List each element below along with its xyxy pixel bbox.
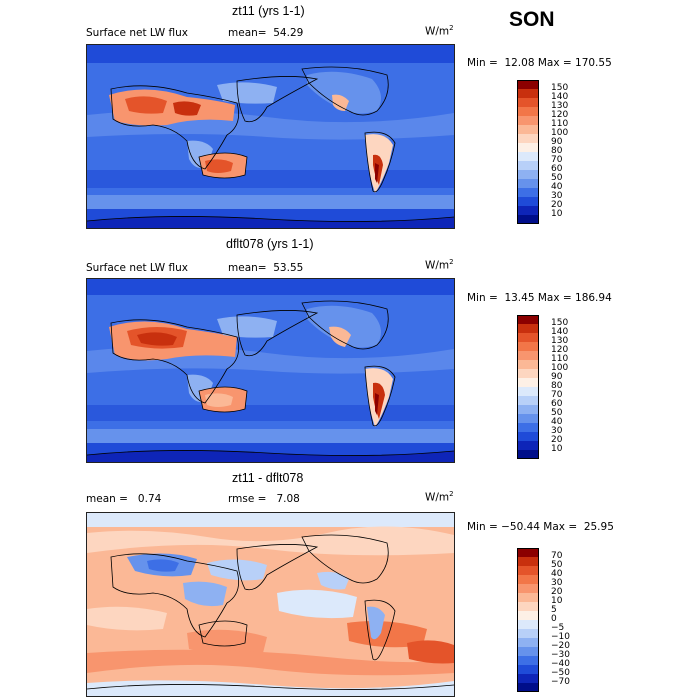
- colorbar-label: 80: [551, 381, 563, 391]
- colorbar-label: −50: [551, 668, 570, 678]
- panel-1-colorbar: 150 140 130 120 110 100 90 80 70 60 50 4…: [517, 80, 597, 224]
- colorbar-label: 100: [551, 128, 569, 138]
- colorbar-label: 60: [551, 399, 563, 409]
- colorbar-label: 50: [551, 408, 563, 418]
- colorbar-label: −70: [551, 677, 570, 687]
- panel-2-title: dflt078 (yrs 1-1): [226, 237, 314, 251]
- panel-2-variable-label: Surface net LW flux: [86, 262, 188, 274]
- colorbar-label: 30: [551, 191, 563, 201]
- colorbar-label: 30: [551, 426, 563, 436]
- colorbar-label: 110: [551, 354, 569, 364]
- colorbar-label: 70: [551, 390, 563, 400]
- colorbar-label: 50: [551, 173, 563, 183]
- panel-1-variable-label: Surface net LW flux: [86, 27, 188, 39]
- colorbar-label: −5: [551, 623, 565, 633]
- colorbar-label: 40: [551, 417, 563, 427]
- panel-3-map: [86, 512, 455, 697]
- colorbar-label: 100: [551, 363, 569, 373]
- colorbar-label: 0: [551, 614, 557, 624]
- colorbar-label: −40: [551, 659, 570, 669]
- colorbar-label: 60: [551, 164, 563, 174]
- panel-1-mean: mean= 54.29: [228, 27, 304, 39]
- colorbar-label: 10: [551, 209, 563, 219]
- panel-2-minmax: Min = 13.45 Max = 186.94: [467, 292, 612, 304]
- panel-1-map: [86, 44, 455, 229]
- panel-1-minmax: Min = 12.08 Max = 170.55: [467, 57, 612, 69]
- colorbar-label: 150: [551, 318, 569, 328]
- panel-2-units: W/m2: [425, 258, 454, 272]
- panel-3-units: W/m2: [425, 490, 454, 504]
- panel-3-rmse: rmse = 7.08: [228, 493, 300, 505]
- colorbar-label: 20: [551, 435, 563, 445]
- colorbar-label: 70: [551, 551, 563, 561]
- colorbar-label: 130: [551, 101, 569, 111]
- colorbar-label: 40: [551, 182, 563, 192]
- panel-3-colorbar: 70 50 40 30 20 10 5 0 −5 −10 −20 −30 −40…: [517, 548, 597, 692]
- colorbar-label: 30: [551, 578, 563, 588]
- season-label: SON: [509, 8, 555, 31]
- colorbar-label: 80: [551, 146, 563, 156]
- colorbar-label: −20: [551, 641, 570, 651]
- colorbar-label: 20: [551, 587, 563, 597]
- panel-3-minmax: Min = −50.44 Max = 25.95: [467, 521, 614, 533]
- colorbar-label: 70: [551, 155, 563, 165]
- colorbar-label: 110: [551, 119, 569, 129]
- panel-1-units: W/m2: [425, 24, 454, 38]
- panel-2-mean: mean= 53.55: [228, 262, 304, 274]
- colorbar-label: −30: [551, 650, 570, 660]
- colorbar-label: 10: [551, 444, 563, 454]
- panel-3-mean: mean = 0.74: [86, 493, 162, 505]
- colorbar-label: 140: [551, 92, 569, 102]
- panel-2-map: [86, 278, 455, 463]
- colorbar-label: 150: [551, 83, 569, 93]
- colorbar-label: 20: [551, 200, 563, 210]
- colorbar-label: 40: [551, 569, 563, 579]
- panel-1-title: zt11 (yrs 1-1): [232, 4, 305, 18]
- colorbar-label: 120: [551, 110, 569, 120]
- colorbar-label: 90: [551, 372, 563, 382]
- colorbar-label: 120: [551, 345, 569, 355]
- colorbar-label: 130: [551, 336, 569, 346]
- colorbar-label: 140: [551, 327, 569, 337]
- panel-2-colorbar: 150 140 130 120 110 100 90 80 70 60 50 4…: [517, 315, 597, 459]
- colorbar-label: −10: [551, 632, 570, 642]
- colorbar-label: 5: [551, 605, 557, 615]
- colorbar-label: 10: [551, 596, 563, 606]
- colorbar-label: 90: [551, 137, 563, 147]
- panel-3-title: zt11 - dflt078: [232, 471, 304, 485]
- colorbar-label: 50: [551, 560, 563, 570]
